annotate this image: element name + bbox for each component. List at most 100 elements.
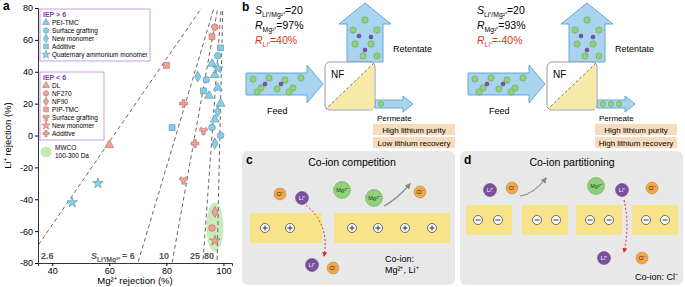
ion: [588, 178, 605, 195]
legend-label: Additive: [52, 43, 76, 50]
formula: RLi⁺=40%: [255, 34, 297, 48]
ion-icon: [476, 89, 482, 95]
ion-icon: [360, 53, 366, 59]
ion-icon: [591, 35, 595, 39]
legend-label: Surface grafting: [52, 27, 98, 35]
ion-icon: [363, 48, 367, 52]
permeate-label: Permeate: [377, 114, 412, 123]
charge-icon: [494, 216, 503, 225]
charge-icon: [352, 226, 353, 231]
data-point: [212, 207, 218, 218]
charge-icon: [642, 216, 651, 225]
charge-icon: [476, 220, 481, 221]
charge-icon: [496, 220, 501, 221]
legend-marker: [43, 34, 48, 43]
ion-icon: [263, 82, 267, 86]
charge-icon: [290, 226, 291, 231]
permeate-arrow: [597, 96, 635, 112]
ion-icon: [250, 76, 256, 82]
data-point: [214, 53, 221, 60]
membrane-layer: [326, 63, 374, 109]
ion-icon: [374, 27, 380, 33]
outcome-box: [373, 124, 455, 135]
ion: [306, 259, 319, 272]
ion-icon: [374, 53, 380, 59]
reference-line: [138, 8, 224, 263]
legend-marker: [43, 91, 48, 96]
tick-label: 0: [28, 131, 33, 141]
label: = 6: [122, 251, 135, 261]
ion-icon: [496, 86, 502, 92]
ion-icon: [488, 75, 494, 81]
membrane-divider: [548, 63, 596, 109]
data-point: [169, 125, 175, 131]
legend-marker: [42, 18, 49, 24]
data-point: [195, 71, 201, 82]
membrane-label: NF: [553, 69, 566, 80]
retentate-arrow: [339, 3, 391, 62]
charge-icon: [405, 226, 406, 231]
membrane-label: NF: [331, 69, 344, 80]
formula: RMg²⁺=93%: [477, 19, 525, 34]
outcome-label: Low lithium recovery: [378, 139, 451, 148]
ion-label: Li⁺: [601, 255, 607, 261]
legend-label: New monomer: [52, 122, 95, 129]
charge-icon: [663, 220, 668, 221]
ion-icon: [616, 101, 622, 107]
legend-box: [40, 9, 150, 61]
ion: [484, 184, 497, 197]
tick-label: -80: [20, 258, 33, 268]
legend-label: DL: [52, 82, 61, 89]
tick-label: 40: [23, 67, 33, 77]
reference-line-label: 10: [159, 251, 169, 261]
charge-icon: [265, 226, 266, 231]
tick-mark: [35, 167, 38, 168]
data-point: [179, 177, 188, 184]
ion-icon: [501, 82, 505, 86]
legend-label: Surface grafting: [52, 114, 98, 122]
data-point: [210, 235, 220, 245]
reference-line: [172, 8, 223, 263]
ion: [274, 188, 286, 200]
reference-line-label: 80: [204, 251, 214, 261]
legend-marker: [42, 50, 50, 58]
membrane-divider: [326, 63, 374, 109]
ion-icon: [362, 17, 368, 23]
retentate-label: Retentate: [615, 44, 654, 54]
outcome-box: [595, 124, 677, 135]
charge-icon: [644, 220, 649, 221]
ion-label: Mg²⁺: [368, 195, 379, 201]
reference-line: [38, 8, 223, 245]
formula-value: =-40%: [492, 34, 523, 46]
retentate-arrow: [561, 3, 613, 62]
formula-symbol: S: [255, 4, 262, 16]
formula: SLi⁺/Mg²⁺=20: [255, 4, 303, 19]
tick-label: -60: [20, 227, 33, 237]
formula-value: =97%: [276, 19, 303, 31]
legend-marker: [43, 130, 49, 136]
panel-title: Co-ion partitioning: [529, 156, 614, 168]
tick: -80: [20, 258, 38, 268]
panel-label: a: [3, 0, 10, 13]
data-point: [201, 88, 207, 94]
formula-value: =40%: [270, 34, 297, 46]
ion-label: Li⁺: [487, 187, 493, 193]
legend-label: Additive: [52, 130, 76, 137]
charge-icon: [661, 216, 670, 225]
formula-value: =20: [285, 4, 303, 16]
ion-icon: [286, 89, 292, 95]
ion-label: Mg²⁺: [336, 187, 347, 193]
ion: [296, 192, 309, 205]
legend-marker: [44, 44, 49, 49]
ion: [646, 182, 658, 194]
data-point: [208, 59, 217, 67]
data-point: [209, 124, 216, 131]
formula-subscript: Mg²⁺: [485, 26, 500, 34]
legend-marker: [43, 28, 48, 33]
panel-background: [460, 151, 683, 285]
charge-icon: [474, 216, 483, 225]
tick: 40: [23, 67, 38, 77]
mechanism-diagram: dCo-ion partitioningLi⁺Cl⁻Mg²⁺Li⁺Cl⁻Li⁺C…: [460, 151, 683, 285]
feed-arrow: [468, 65, 545, 103]
ion-label: Cl⁻: [276, 191, 283, 197]
